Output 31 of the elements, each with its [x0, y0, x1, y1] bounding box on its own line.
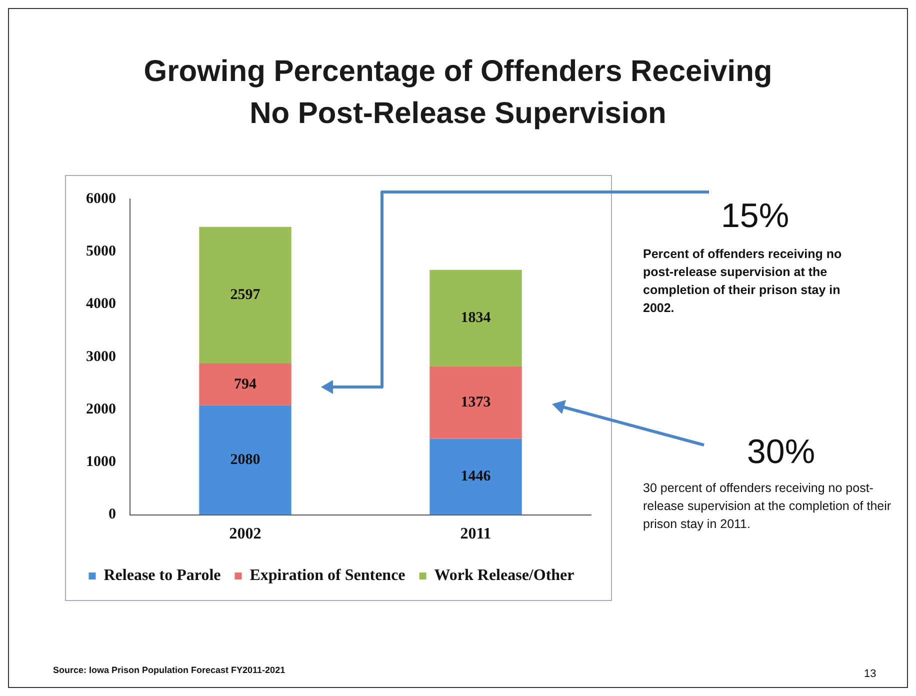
text: 13 — [864, 668, 876, 680]
data-label: 1834 — [460, 310, 492, 326]
text: 15% — [721, 197, 790, 236]
y-tick-label: 0 — [108, 506, 116, 523]
bar — [199, 405, 292, 515]
legend-label: Release to Parole — [104, 567, 221, 584]
data-label: 2597 — [230, 287, 261, 304]
x-tick-label: 2002 — [229, 526, 262, 543]
source-note: Source: Iowa Prison Population Forecast FY2011-2021 — [53, 665, 286, 675]
bar — [199, 226, 292, 364]
bar — [430, 270, 522, 366]
data-label: 794 — [234, 376, 257, 392]
chart-title: Growing Percentage of Offenders Receiving No Post-Release Supervision — [142, 54, 774, 132]
text: 30% — [747, 433, 816, 472]
y-tick-label: 5000 — [86, 244, 116, 260]
bar — [199, 364, 292, 406]
legend-label: Work Release/Other — [434, 567, 574, 584]
x-tick-label: 2011 — [460, 526, 492, 543]
text: 30 percent of offenders receiving no post-release supervision at the completion of their prison stay in 2011. — [643, 480, 892, 533]
y-tick-label: 1000 — [86, 454, 116, 470]
data-label: 1373 — [460, 394, 491, 410]
bar — [430, 438, 522, 515]
data-label: 2080 — [230, 452, 260, 468]
y-tick-label: 6000 — [86, 190, 116, 207]
y-tick-label: 2000 — [86, 401, 116, 418]
bar — [430, 366, 522, 439]
y-tick-label: 3000 — [86, 348, 116, 365]
y-tick-label: 4000 — [86, 296, 116, 312]
text: Percent of offenders receiving no post-release supervision at the completion of their prison stay in 2002. — [643, 246, 843, 317]
legend-label: Expiration of Sentence — [250, 567, 406, 584]
data-label: 1446 — [460, 468, 492, 485]
